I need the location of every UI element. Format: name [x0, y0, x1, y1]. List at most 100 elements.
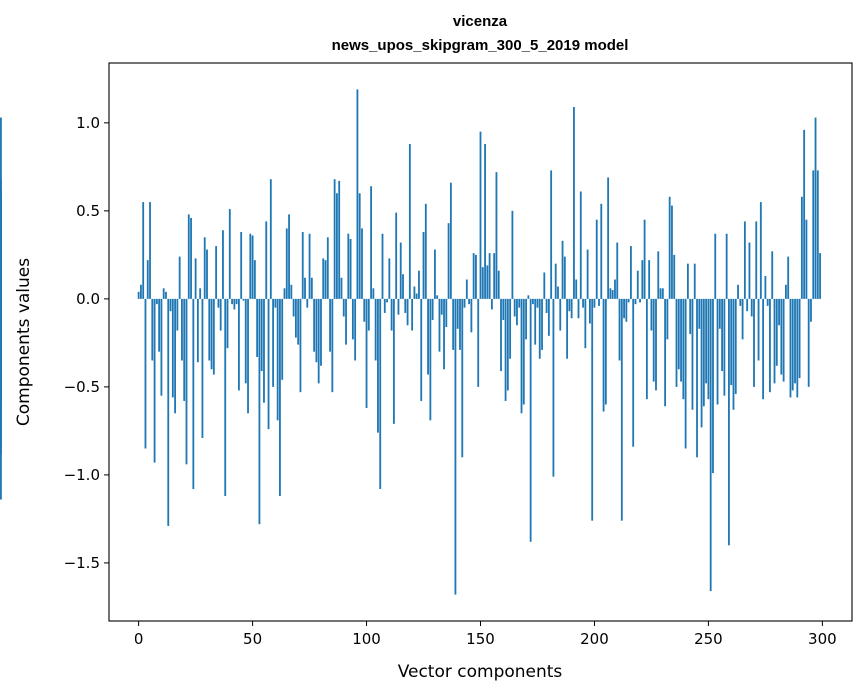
bar-188: [566, 298, 569, 359]
bar-131: [436, 295, 439, 299]
y-tick-label: 0.0: [76, 290, 100, 308]
bar-226: [652, 298, 655, 382]
bar-44: [238, 298, 240, 391]
bar-173: [532, 298, 534, 305]
bar-156: [493, 253, 496, 299]
y-tick-label: −1.5: [64, 554, 100, 572]
x-tick-label: 50: [243, 630, 262, 648]
bar-151: [481, 267, 484, 299]
bar-32: [210, 298, 213, 370]
bar-136: [447, 223, 450, 299]
bar-84: [329, 298, 331, 352]
bar-125: [422, 231, 425, 299]
bar-194: [579, 191, 582, 299]
bar-294: [807, 298, 810, 387]
bar-209: [614, 279, 616, 299]
bar-220: [639, 298, 641, 303]
bar-229: [659, 288, 662, 299]
bar-255: [718, 298, 721, 329]
bar-233: [668, 196, 671, 299]
bar-85: [331, 298, 334, 393]
bar-214: [625, 298, 628, 322]
bar-199: [591, 298, 594, 521]
bar-69: [294, 298, 297, 338]
bar-2: [142, 202, 145, 299]
bar-102: [370, 186, 373, 299]
bar-115: [399, 242, 402, 299]
bar-61: [276, 298, 279, 421]
bar-27: [199, 288, 202, 299]
bar-158: [497, 270, 500, 299]
bar-148: [475, 254, 477, 299]
bar-202: [598, 298, 600, 306]
bar-96: [356, 89, 359, 299]
bar-296: [812, 170, 815, 299]
bar-218: [634, 298, 637, 305]
bar-248: [702, 298, 705, 407]
bar-223: [645, 298, 648, 400]
bar-3: [144, 298, 147, 449]
bar-98: [361, 228, 363, 299]
bar-212: [620, 298, 623, 521]
bar-17: [176, 298, 179, 331]
bar-4: [146, 260, 149, 299]
bar-140: [456, 298, 459, 329]
bar-211: [618, 298, 621, 361]
bar-190: [570, 298, 573, 319]
bar-168: [520, 298, 523, 414]
bar-100: [365, 298, 368, 409]
bar-83: [326, 237, 329, 299]
bar-238: [680, 298, 682, 382]
bar-150: [479, 131, 482, 299]
bar-277: [769, 298, 771, 393]
bar-252: [712, 298, 714, 474]
bar-237: [677, 298, 680, 370]
bar-21: [185, 298, 188, 465]
bar-87: [336, 193, 338, 299]
bar-179: [545, 298, 548, 313]
bar-291: [800, 196, 803, 299]
bar-165: [513, 298, 516, 317]
bar-268: [748, 242, 751, 299]
bar-88: [338, 180, 341, 299]
bar-195: [582, 298, 584, 308]
bar-76: [310, 277, 313, 299]
bars-group: [0, 89, 821, 595]
bar-64: [283, 288, 286, 299]
bar-259: [728, 298, 730, 546]
bar-298: [816, 170, 819, 299]
bar-231: [664, 298, 667, 407]
bar-180: [547, 298, 550, 336]
bar-129: [431, 298, 434, 320]
bar-79: [317, 298, 320, 384]
bar-11: [162, 288, 165, 299]
bar-205: [604, 298, 607, 405]
bar-141: [459, 298, 461, 350]
bar-265: [741, 298, 744, 340]
bar-213: [623, 298, 625, 319]
bar-270: [753, 298, 755, 387]
bar-292: [803, 129, 806, 299]
bar-16: [174, 298, 176, 414]
bar-72: [301, 231, 304, 299]
bar-192: [575, 279, 578, 299]
bar-74: [306, 298, 309, 308]
bar-269: [750, 298, 753, 317]
bar-232: [666, 298, 669, 340]
bar-169: [522, 298, 525, 405]
bar-271: [755, 221, 758, 299]
bar-243: [691, 298, 694, 410]
bar-59: [272, 298, 275, 387]
bar-272: [757, 298, 760, 361]
bar-58: [269, 179, 272, 299]
bar-164: [511, 210, 514, 299]
bar-19: [181, 298, 183, 361]
bar-161: [504, 298, 507, 401]
bar-221: [641, 260, 644, 299]
y-tick-label: 1.0: [76, 114, 100, 132]
bar-177: [541, 298, 543, 350]
bar-122: [415, 293, 418, 299]
bar-191: [573, 107, 575, 299]
bar-20: [183, 298, 186, 401]
